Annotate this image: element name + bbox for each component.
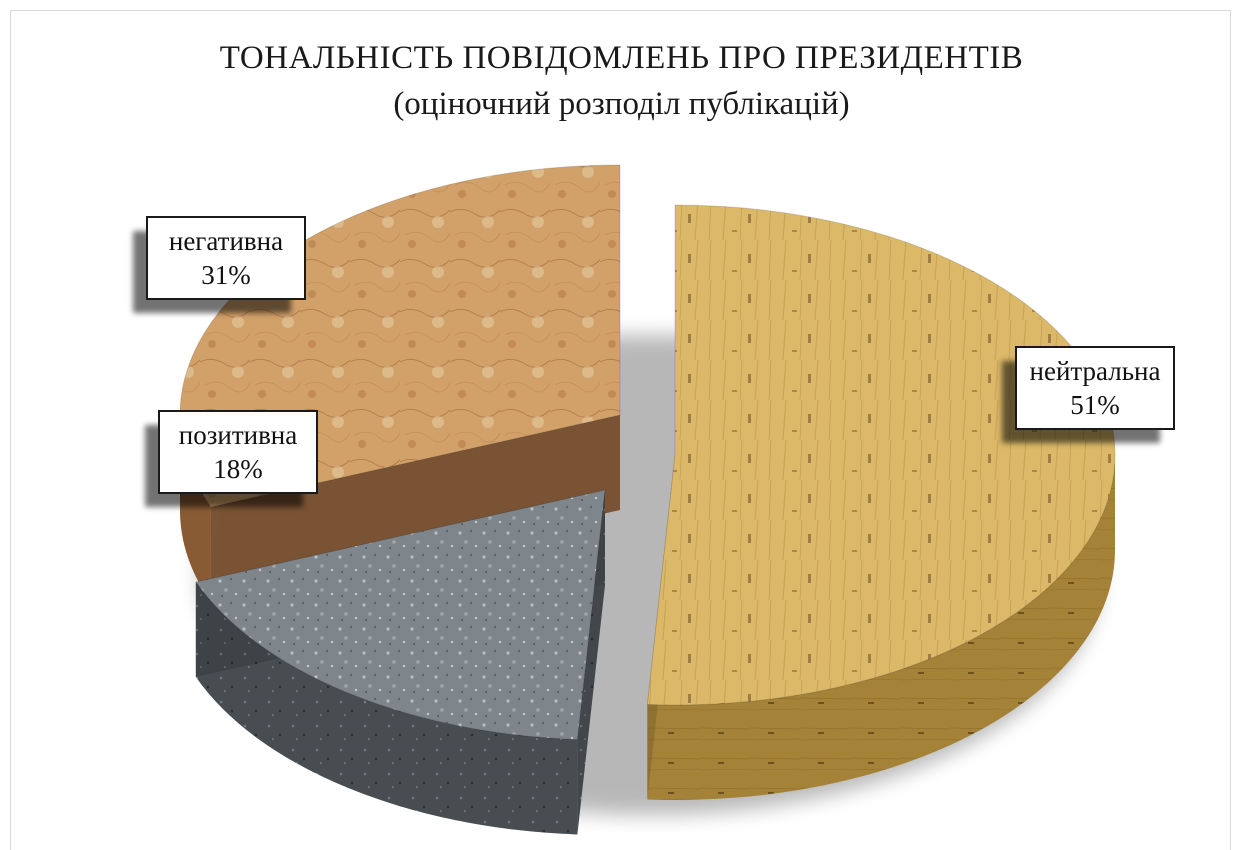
slice-label: негативна xyxy=(169,226,283,256)
slice-value-label: 31% xyxy=(201,260,251,290)
slice-value-label: 18% xyxy=(213,454,263,484)
slice-neutral xyxy=(646,204,1116,800)
data-label-negative: негативна 31% xyxy=(133,216,306,313)
data-label-positive: позитивна 18% xyxy=(145,410,318,507)
slice-label: позитивна xyxy=(179,420,298,450)
data-label-neutral: нейтральна 51% xyxy=(1002,346,1175,443)
chart-subtitle: (оціночний розподіл публікацій) xyxy=(393,86,850,122)
chart-title: ТОНАЛЬНІСТЬ ПОВІДОМЛЕНЬ ПРО ПРЕЗИДЕНТІВ xyxy=(219,40,1024,76)
pie-labels: нейтральна 51% позитивна 18% негативна 31% xyxy=(133,216,1175,507)
slice-value-label: 51% xyxy=(1070,390,1120,420)
slice-positive xyxy=(195,489,606,835)
slice-label: нейтральна xyxy=(1030,356,1161,386)
chart-frame xyxy=(10,10,1231,850)
